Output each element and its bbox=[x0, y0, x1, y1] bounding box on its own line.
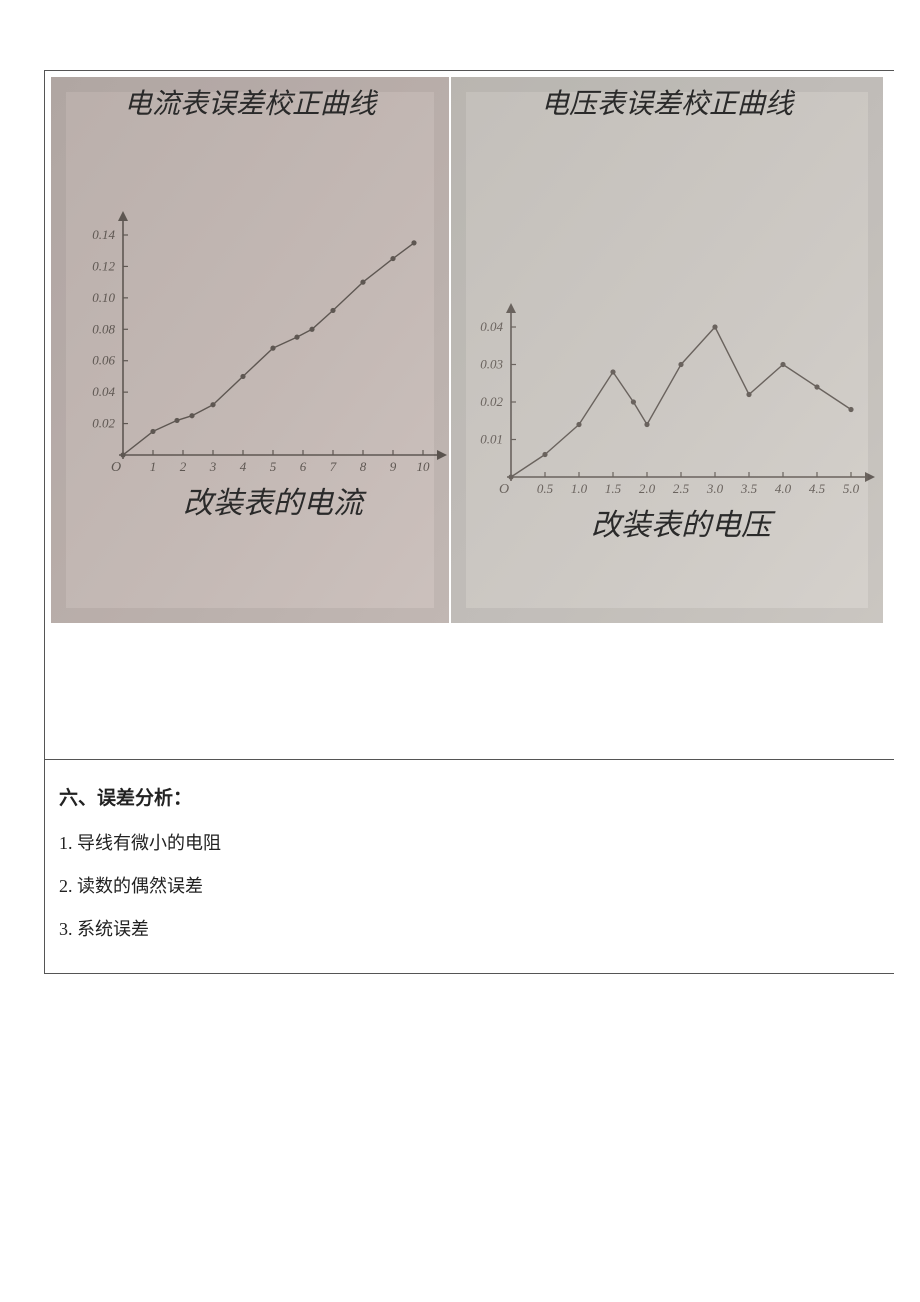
svg-text:0.04: 0.04 bbox=[92, 384, 115, 399]
svg-text:2.5: 2.5 bbox=[673, 481, 690, 496]
svg-text:0.5: 0.5 bbox=[537, 481, 554, 496]
analysis-item: 1. 导线有微小的电阻 bbox=[59, 822, 884, 865]
svg-text:10: 10 bbox=[417, 459, 431, 474]
svg-text:0.10: 0.10 bbox=[92, 290, 115, 305]
svg-text:0.01: 0.01 bbox=[480, 432, 503, 447]
svg-text:1.0: 1.0 bbox=[571, 481, 588, 496]
svg-text:4.0: 4.0 bbox=[775, 481, 792, 496]
svg-text:O: O bbox=[111, 460, 121, 475]
svg-text:3.5: 3.5 bbox=[740, 481, 758, 496]
svg-text:0.06: 0.06 bbox=[92, 353, 115, 368]
analysis-item: 3. 系统误差 bbox=[59, 908, 884, 951]
error-analysis-section: 六、误差分析： 1. 导线有微小的电阻 2. 读数的偶然误差 3. 系统误差 bbox=[45, 760, 894, 973]
analysis-item: 2. 读数的偶然误差 bbox=[59, 865, 884, 908]
svg-text:0.03: 0.03 bbox=[480, 357, 503, 372]
svg-text:5.0: 5.0 bbox=[843, 481, 860, 496]
svg-text:1: 1 bbox=[150, 459, 157, 474]
svg-text:2.0: 2.0 bbox=[639, 481, 656, 496]
voltmeter-chart-photo: 电压表误差校正曲线 O 0.5 1.0 1.5 2.0 2.5 3.0 3.5 4.0 4.5 5.0… bbox=[451, 77, 883, 623]
svg-text:8: 8 bbox=[360, 459, 367, 474]
svg-text:0.12: 0.12 bbox=[92, 258, 115, 273]
svg-text:3.0: 3.0 bbox=[706, 481, 724, 496]
svg-text:电流表误差校正曲线: 电流表误差校正曲线 bbox=[124, 89, 379, 120]
svg-text:1.5: 1.5 bbox=[605, 481, 622, 496]
svg-text:改装表的电流: 改装表的电流 bbox=[183, 487, 367, 520]
svg-text:电压表误差校正曲线: 电压表误差校正曲线 bbox=[541, 89, 796, 120]
spacer bbox=[45, 623, 894, 759]
svg-text:O: O bbox=[499, 482, 509, 497]
analysis-heading: 六、误差分析： bbox=[59, 776, 884, 822]
chart-photos-row: 电流表误差校正曲线 O 1 2 3 4 5 6 7 8 9 10 0.02 0.04 0.06 0.08 0.1… bbox=[45, 71, 894, 623]
svg-text:0.02: 0.02 bbox=[92, 416, 115, 431]
svg-text:2: 2 bbox=[180, 459, 187, 474]
svg-text:7: 7 bbox=[330, 459, 337, 474]
svg-text:9: 9 bbox=[390, 459, 397, 474]
svg-text:改装表的电压: 改装表的电压 bbox=[591, 509, 776, 542]
svg-text:3: 3 bbox=[209, 459, 217, 474]
ammeter-chart-photo: 电流表误差校正曲线 O 1 2 3 4 5 6 7 8 9 10 0.02 0.04 0.06 0.08 0.1… bbox=[51, 77, 449, 623]
svg-text:5: 5 bbox=[270, 459, 277, 474]
svg-text:0.02: 0.02 bbox=[480, 394, 503, 409]
svg-text:4.5: 4.5 bbox=[809, 481, 826, 496]
svg-text:0.08: 0.08 bbox=[92, 321, 115, 336]
content-frame: 电流表误差校正曲线 O 1 2 3 4 5 6 7 8 9 10 0.02 0.04 0.06 0.08 0.1… bbox=[44, 70, 894, 974]
svg-text:4: 4 bbox=[240, 459, 247, 474]
svg-text:0.04: 0.04 bbox=[480, 319, 503, 334]
svg-text:0.14: 0.14 bbox=[92, 227, 115, 242]
svg-text:6: 6 bbox=[300, 459, 307, 474]
